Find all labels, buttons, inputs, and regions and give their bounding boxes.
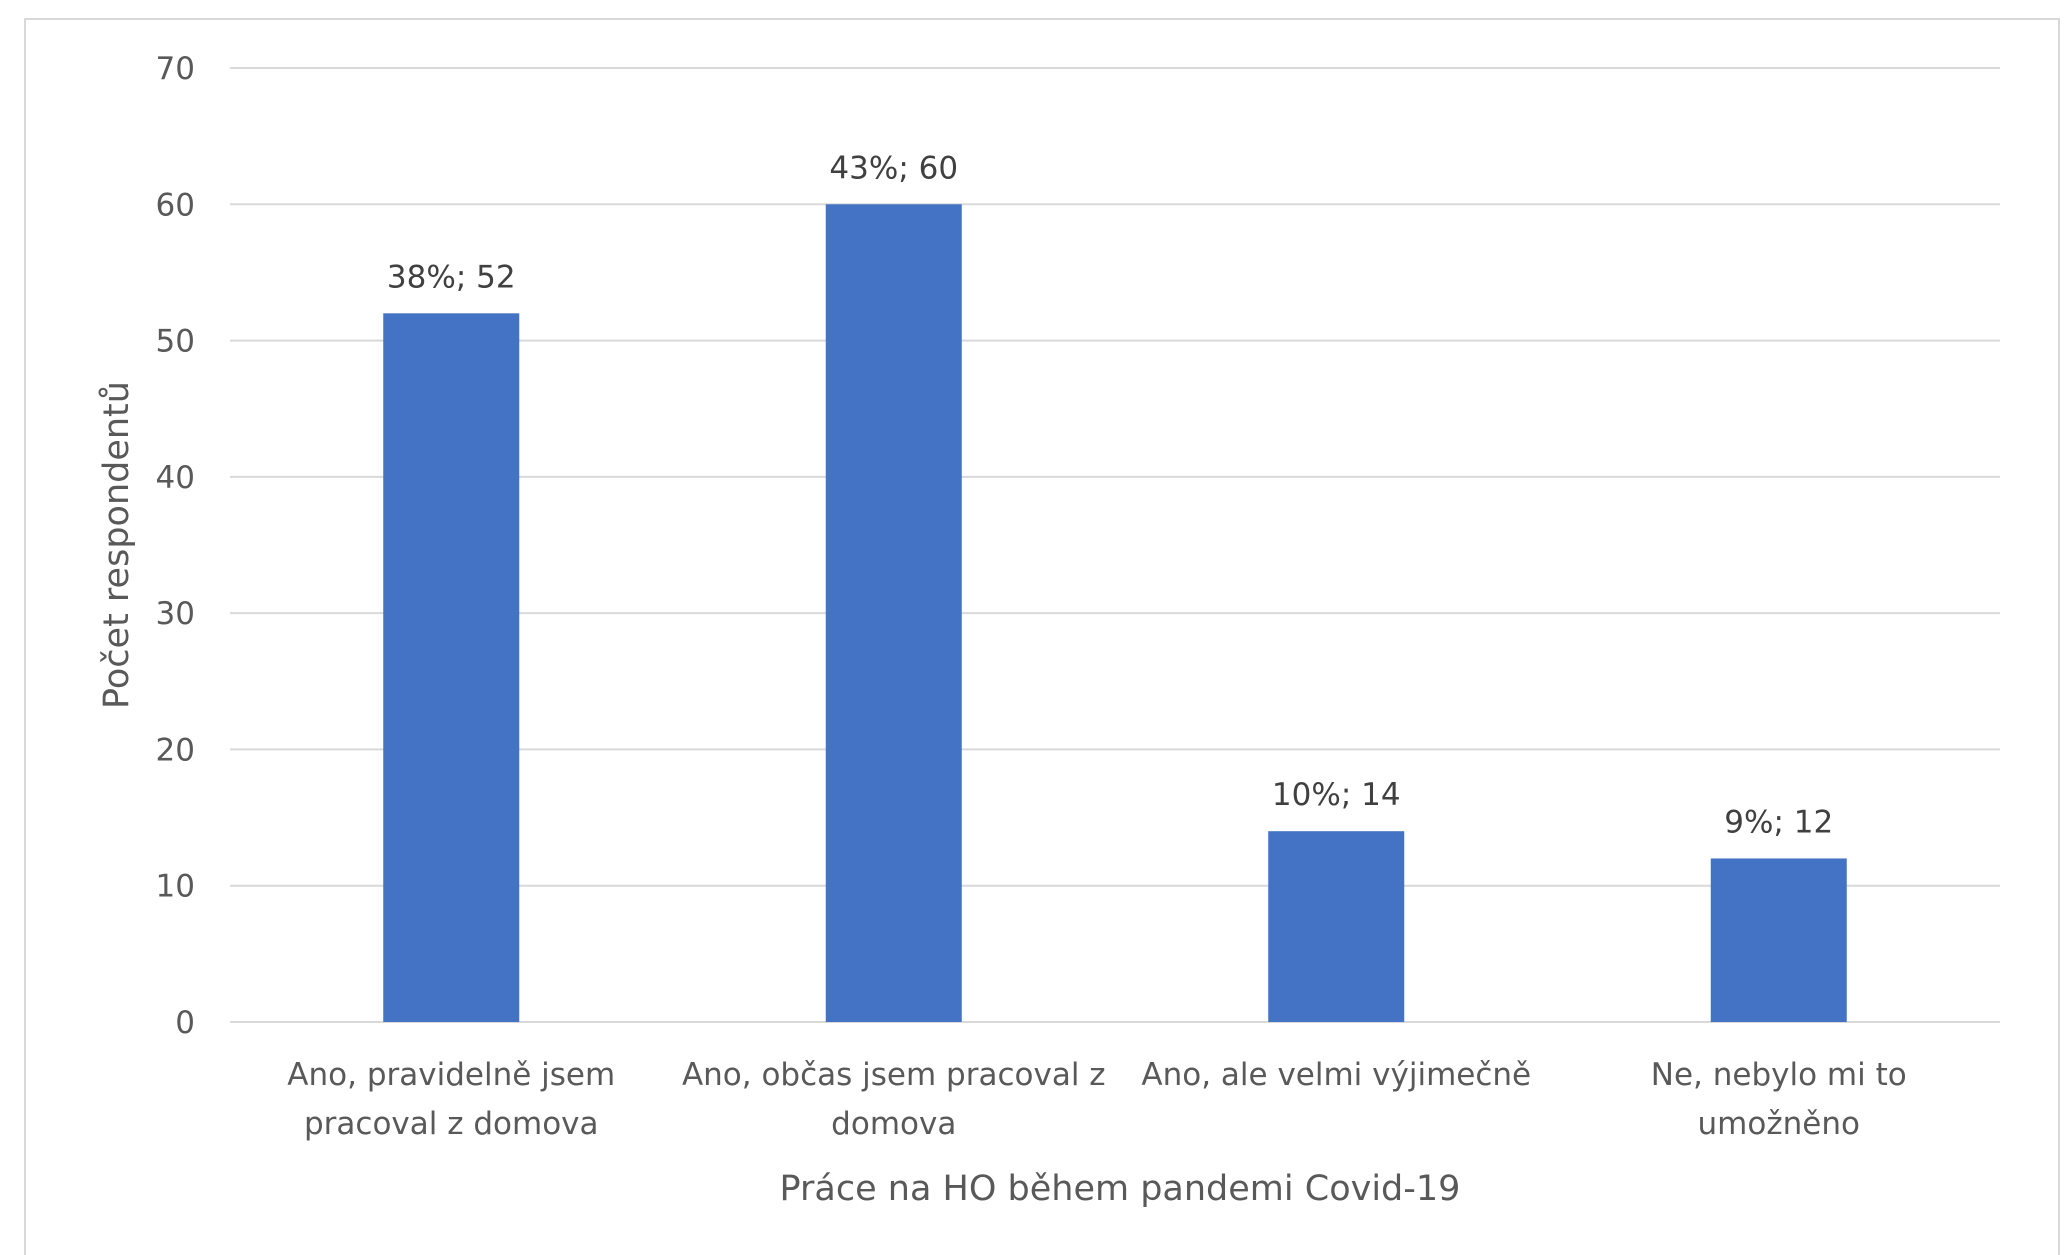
y-tick-label: 40: [156, 460, 195, 496]
chart-frame: [24, 18, 2060, 1255]
bar: [825, 204, 962, 1023]
x-category-label: Ano, občas jsem pracoval z domova: [682, 1057, 1106, 1142]
data-labels: 38%; 52 43%; 60 10%; 14 9%; 12: [387, 150, 1833, 840]
bars: [383, 204, 1847, 1023]
bar: [1710, 858, 1847, 1022]
x-category-label: Ano, ale velmi výjimečně: [1141, 1057, 1531, 1093]
data-label: 9%; 12: [1724, 804, 1833, 840]
y-tick-label: 50: [156, 324, 195, 360]
data-label: 38%; 52: [387, 259, 516, 295]
x-axis-categories: Ano, pravidelně jsem pracoval z domova Ano…: [287, 1057, 1906, 1142]
bar: [383, 313, 520, 1022]
gridlines: [230, 67, 2000, 1023]
x-axis-title: Práce na HO během pandemi Covid-19: [780, 1169, 1461, 1209]
y-tick-label: 0: [175, 1005, 195, 1041]
data-label: 43%; 60: [829, 150, 958, 186]
x-category-label: Ne, nebylo mi to umožněno: [1651, 1057, 1907, 1142]
y-tick-label: 60: [156, 187, 195, 223]
y-tick-label: 70: [156, 51, 195, 87]
y-axis-title: Počet respondentů: [97, 381, 137, 709]
y-tick-label: 20: [156, 732, 195, 768]
x-category-label: Ano, pravidelně jsem pracoval z domova: [287, 1057, 615, 1142]
data-label: 10%; 14: [1272, 777, 1401, 813]
y-tick-label: 30: [156, 596, 195, 632]
bar: [1268, 831, 1405, 1022]
y-axis-ticks: 0 10 20 30 40 50 60 70: [156, 51, 195, 1041]
y-tick-label: 10: [156, 869, 195, 905]
